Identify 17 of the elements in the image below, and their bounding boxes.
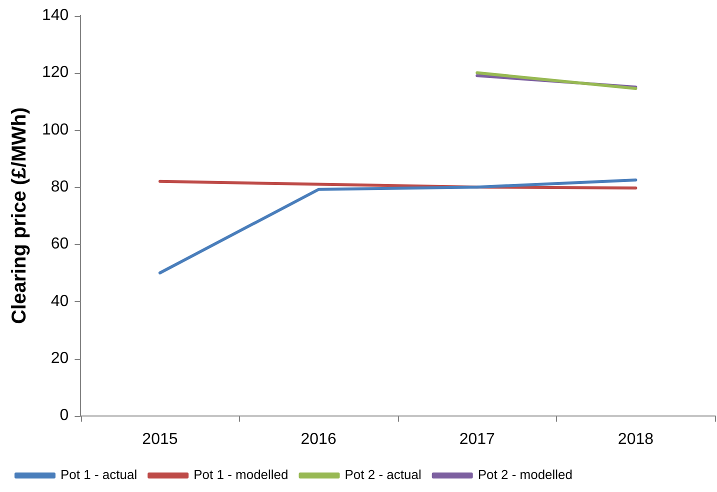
- y-tick-label: 140: [42, 7, 69, 24]
- legend-label: Pot 2 - modelled: [478, 467, 573, 482]
- x-tick-label: 2018: [618, 430, 654, 448]
- y-tick-label: 0: [60, 407, 69, 424]
- x-tick-label: 2016: [300, 430, 336, 448]
- y-tick-label: 120: [42, 64, 69, 82]
- legend-label: Pot 1 - modelled: [194, 467, 288, 482]
- legend-label: Pot 2 - actual: [344, 467, 422, 482]
- x-tick-label: 2015: [142, 430, 178, 448]
- y-tick-label: 60: [50, 236, 69, 253]
- y-tick-label: 20: [50, 350, 69, 368]
- y-tick-label: 40: [50, 292, 69, 310]
- y-tick-label: 80: [50, 178, 69, 196]
- y-tick-label: 100: [42, 121, 69, 138]
- legend-label: Pot 1 - actual: [60, 467, 138, 482]
- x-tick-label: 2017: [459, 430, 496, 448]
- y-axis-title: Clearing price (£/MWh): [8, 107, 31, 324]
